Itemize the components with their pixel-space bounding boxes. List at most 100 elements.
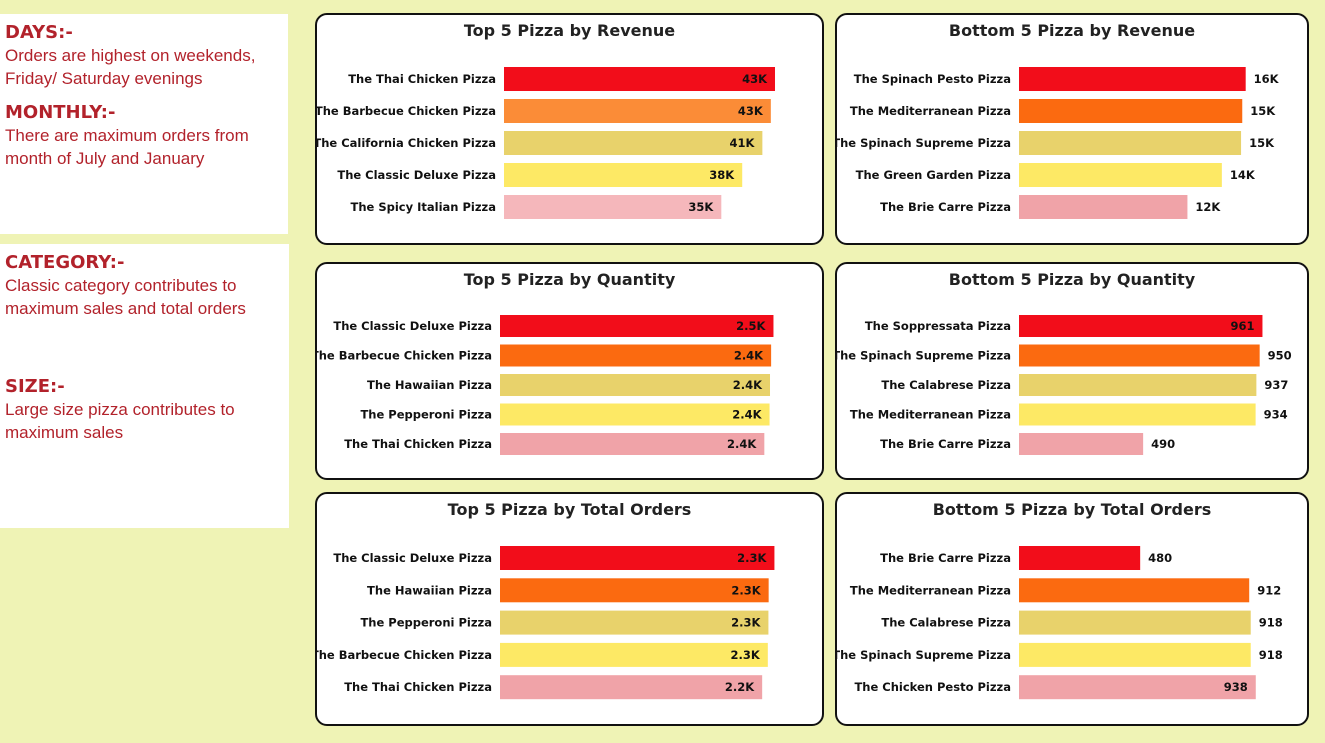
value-label: 41K — [729, 136, 755, 150]
value-label: 912 — [1257, 583, 1281, 597]
value-label: 2.3K — [731, 648, 761, 662]
value-label: 35K — [688, 200, 714, 214]
category-label: The Spinach Pesto Pizza — [854, 72, 1011, 86]
category-label: The Spinach Supreme Pizza — [837, 349, 1011, 363]
bar — [1019, 315, 1263, 337]
category-heading: CATEGORY:- — [5, 252, 125, 273]
value-label: 938 — [1224, 680, 1248, 694]
days-text: Orders are highest on weekends, Friday/ … — [5, 46, 256, 88]
chart-card-bottom-quantity: Bottom 5 Pizza by Quantity The Soppressa… — [835, 262, 1309, 480]
category-label: The Mediterranean Pizza — [850, 104, 1011, 118]
bar — [500, 642, 768, 667]
value-label: 15K — [1250, 104, 1276, 118]
chart-title: Top 5 Pizza by Revenue — [463, 21, 676, 40]
category-label: The Brie Carre Pizza — [880, 200, 1011, 214]
value-label: 14K — [1230, 168, 1256, 182]
size-text: Large size pizza contributes to maximum … — [5, 400, 235, 442]
bar — [500, 433, 765, 455]
chart-title: Bottom 5 Pizza by Revenue — [948, 21, 1196, 40]
chart-card-bottom-orders: Bottom 5 Pizza by Total Orders The Brie … — [835, 492, 1309, 726]
category-label: The Hawaiian Pizza — [367, 583, 492, 597]
bar — [1019, 403, 1256, 426]
category-label: The Spinach Supreme Pizza — [837, 648, 1011, 662]
size-heading: SIZE:- — [5, 376, 65, 397]
category-label: The Brie Carre Pizza — [880, 437, 1011, 451]
category-label: The Soppressata Pizza — [865, 319, 1011, 333]
bar — [504, 131, 763, 155]
category-label: The Mediterranean Pizza — [850, 583, 1011, 597]
category-label: The Barbecue Chicken Pizza — [317, 104, 496, 118]
bar — [500, 675, 763, 700]
chart-title: Top 5 Pizza by Quantity — [463, 270, 676, 289]
bar — [500, 610, 769, 635]
bar — [500, 344, 772, 367]
value-label: 43K — [742, 72, 768, 86]
value-label: 2.3K — [731, 616, 761, 630]
category-text: Classic category contributes to maximum … — [5, 276, 246, 318]
value-label: 16K — [1254, 72, 1280, 86]
bar — [1019, 433, 1144, 455]
chart-card-top-orders: Top 5 Pizza by Total Orders The Classic … — [315, 492, 824, 726]
bar — [1019, 344, 1260, 367]
chart-svg: The Brie Carre Pizza 480 The Mediterranean… — [837, 546, 1283, 700]
chart-svg: The Classic Deluxe Pizza 2.5K The Barbecue… — [317, 315, 774, 455]
monthly-text: There are maximum orders from month of J… — [5, 126, 249, 168]
value-label: 918 — [1259, 648, 1283, 662]
value-label: 38K — [709, 168, 735, 182]
value-label: 43K — [738, 104, 764, 118]
value-label: 15K — [1249, 136, 1275, 150]
bar — [1019, 642, 1251, 667]
category-label: The Barbecue Chicken Pizza — [317, 349, 492, 363]
bar — [500, 374, 771, 396]
bar — [1019, 374, 1257, 396]
bar — [504, 67, 775, 91]
bar — [1019, 610, 1251, 635]
bar — [1019, 99, 1243, 123]
value-label: 2.4K — [733, 378, 763, 392]
category-label: The Barbecue Chicken Pizza — [317, 648, 492, 662]
category-label: The Mediterranean Pizza — [850, 408, 1011, 422]
value-label: 490 — [1151, 437, 1175, 451]
category-label: The Green Garden Pizza — [856, 168, 1011, 182]
category-label: The Pepperoni Pizza — [360, 616, 492, 630]
category-label: The Classic Deluxe Pizza — [333, 319, 492, 333]
value-label: 2.2K — [725, 680, 755, 694]
value-label: 2.4K — [734, 349, 764, 363]
notes-panel-bottom: CATEGORY:- Classic category contributes … — [0, 244, 289, 528]
bar — [500, 578, 769, 603]
chart-title: Bottom 5 Pizza by Total Orders — [932, 500, 1212, 519]
chart-svg: The Thai Chicken Pizza 43K The Barbecue Ch… — [317, 67, 775, 219]
category-label: The Thai Chicken Pizza — [344, 437, 492, 451]
value-label: 2.4K — [732, 408, 762, 422]
value-label: 2.4K — [727, 437, 757, 451]
value-label: 950 — [1268, 349, 1292, 363]
category-label: The Classic Deluxe Pizza — [337, 168, 496, 182]
value-label: 918 — [1259, 616, 1283, 630]
bar — [500, 315, 774, 337]
bar — [1019, 67, 1246, 91]
chart-card-top-quantity: Top 5 Pizza by Quantity The Classic Delu… — [315, 262, 824, 480]
value-label: 480 — [1148, 551, 1172, 565]
bar — [504, 195, 722, 219]
value-label: 2.3K — [731, 583, 761, 597]
value-label: 2.5K — [736, 319, 766, 333]
chart-card-bottom-revenue: Bottom 5 Pizza by Revenue The Spinach Pe… — [835, 13, 1309, 245]
bar — [500, 403, 770, 426]
category-label: The Hawaiian Pizza — [367, 378, 492, 392]
value-label: 934 — [1264, 408, 1288, 422]
value-label: 937 — [1264, 378, 1288, 392]
chart-title: Top 5 Pizza by Total Orders — [447, 500, 692, 519]
notes-panel-top: DAYS:- Orders are highest on weekends, F… — [0, 14, 288, 234]
value-label: 12K — [1195, 200, 1221, 214]
bar — [1019, 546, 1141, 570]
bar — [1019, 578, 1250, 603]
bar — [500, 546, 775, 570]
chart-title: Bottom 5 Pizza by Quantity — [948, 270, 1196, 289]
category-label: The Spicy Italian Pizza — [351, 200, 497, 214]
monthly-heading: MONTHLY:- — [5, 102, 116, 123]
value-label: 2.3K — [737, 551, 767, 565]
chart-svg: The Soppressata Pizza 961 The Spinach Supr… — [837, 315, 1292, 455]
bar — [1019, 195, 1188, 219]
chart-svg: The Spinach Pesto Pizza 16K The Mediterran… — [837, 67, 1280, 219]
category-label: The Brie Carre Pizza — [880, 551, 1011, 565]
